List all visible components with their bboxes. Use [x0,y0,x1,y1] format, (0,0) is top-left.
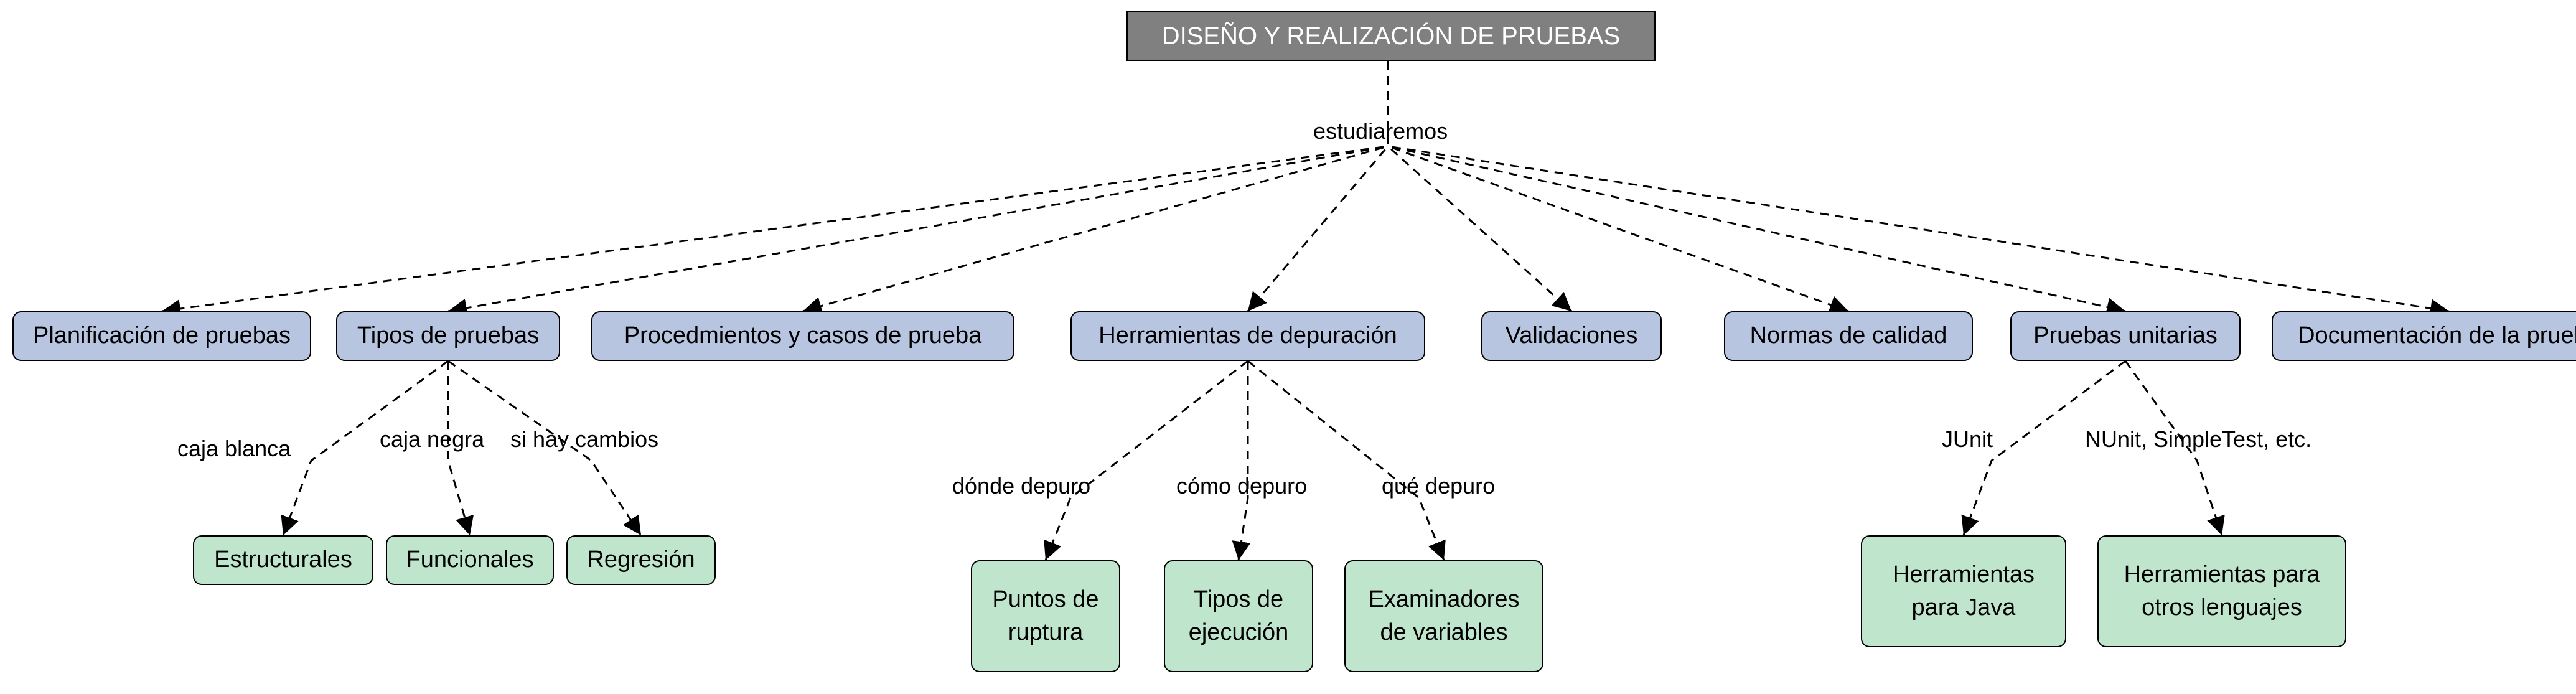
node-planificacion: Planificación de pruebas [12,311,311,361]
edge-label-que-depuro: qué depuro [1382,473,1495,499]
node-validaciones: Validaciones [1481,311,1662,361]
node-herramientas: Herramientas de depuración [1070,311,1425,361]
edge-label-donde-depuro: dónde depuro [952,473,1090,499]
edge-label-junit: JUnit [1942,426,1993,453]
node-documentacion: Documentación de la prueba [2272,311,2576,361]
node-estructurales: Estructurales [193,535,373,585]
edge-label-como-depuro: cómo depuro [1176,473,1307,499]
edge-label-estudiaremos: estudiaremos [1313,118,1448,144]
node-puntos: Puntos de ruptura [971,560,1120,672]
node-procedimientos: Procedmientos y casos de prueba [591,311,1014,361]
node-tipos: Tipos de pruebas [336,311,560,361]
edge-label-caja-negra: caja negra [380,426,484,453]
node-regresion: Regresión [566,535,716,585]
node-hjava: Herramientas para Java [1861,535,2066,647]
node-examinadores: Examinadores de variables [1344,560,1543,672]
root-node: DISEÑO Y REALIZACIÓN DE PRUEBAS [1126,11,1656,61]
node-normas: Normas de calidad [1724,311,1973,361]
edge-label-caja-blanca: caja blanca [177,436,291,462]
node-tiposej: Tipos de ejecución [1164,560,1313,672]
node-unitarias: Pruebas unitarias [2010,311,2241,361]
node-hotros: Herramientas para otros lenguajes [2097,535,2346,647]
edge-label-si-hay-cambios: si hay cambios [510,426,658,453]
edge-label-nunit: NUnit, SimpleTest, etc. [2085,426,2311,453]
node-funcionales: Funcionales [386,535,554,585]
